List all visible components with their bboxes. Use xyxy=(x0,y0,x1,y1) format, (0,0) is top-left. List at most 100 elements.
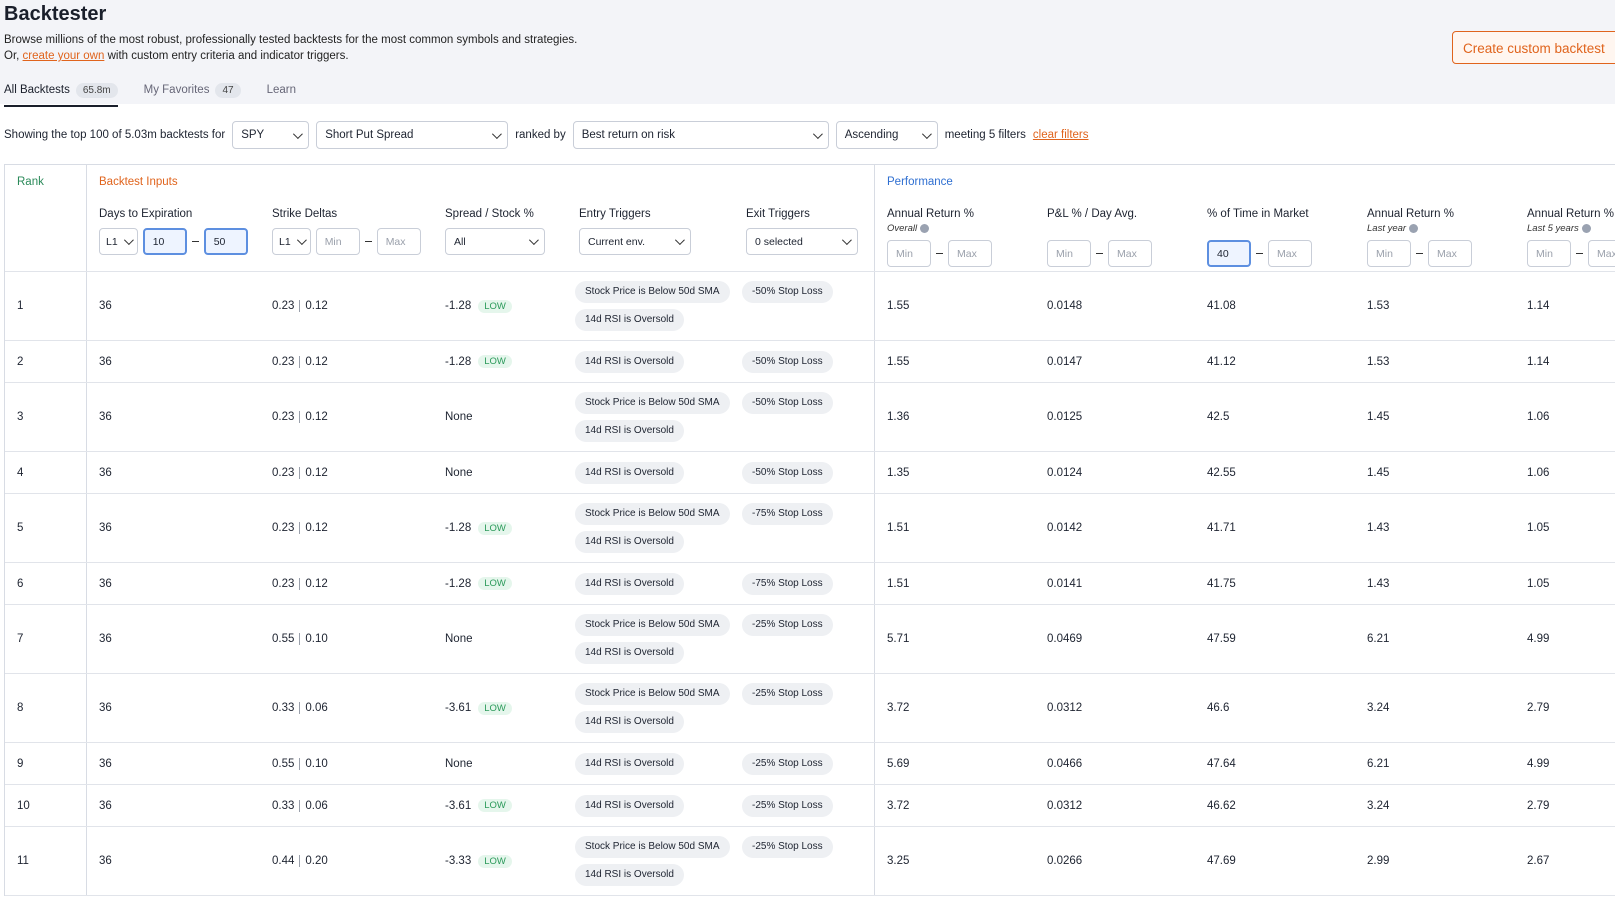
table-row[interactable]: 11 36 0.44 0.20 -3.33 LOW Stock Price is Below… xyxy=(5,827,1615,896)
table-row[interactable]: 8 36 0.33 0.06 -3.61 LOW Stock Price is Below … xyxy=(5,674,1615,743)
filter-input[interactable]: Min xyxy=(1527,240,1571,267)
filter-controls: L1 Min Max xyxy=(272,228,433,255)
performance-value: 0.0124 xyxy=(1047,466,1083,479)
performance-cell: 4.99 xyxy=(1515,743,1615,784)
filter-select[interactable]: L1 xyxy=(99,228,138,255)
filter-select[interactable]: All xyxy=(445,228,545,255)
performance-cell: 1.45 xyxy=(1355,383,1515,451)
filter-controls: 0 selected xyxy=(746,228,874,255)
exit-trigger: -50% Stop Loss xyxy=(742,392,833,414)
filter-input[interactable]: Min xyxy=(1367,240,1411,267)
tab-label: All Backtests xyxy=(4,84,70,96)
spread-cell: None xyxy=(433,452,567,493)
separator xyxy=(299,633,301,645)
table-row[interactable]: 5 36 0.23 0.12 -1.28 LOW Stock Price is Below … xyxy=(5,494,1615,563)
performance-value: 5.71 xyxy=(887,633,910,645)
spread-value: -3.61 xyxy=(445,799,472,812)
table-row[interactable]: 4 36 0.23 0.12 None 14d RSI is Oversold -50% S… xyxy=(5,452,1615,494)
deltas-cell: 0.23 0.12 xyxy=(260,272,433,340)
order-select[interactable]: Ascending xyxy=(835,121,938,149)
filter-input[interactable]: Max xyxy=(376,228,421,255)
performance-cell: 1.51 xyxy=(875,563,1035,604)
filter-select[interactable]: 0 selected xyxy=(746,228,858,255)
filter-input[interactable]: 40 xyxy=(1207,240,1251,267)
performance-value: 0.0141 xyxy=(1047,577,1083,590)
filter-input[interactable]: 10 xyxy=(142,228,187,255)
tab[interactable]: All Backtests 65.8m xyxy=(4,79,118,107)
ranking-select[interactable]: Best return on risk xyxy=(572,121,829,149)
filter-input[interactable]: Min xyxy=(887,240,931,267)
filter-input[interactable]: Max xyxy=(1108,240,1152,267)
create-button[interactable]: Create custom backtest xyxy=(1452,31,1615,64)
clear-filters[interactable]: clear filters xyxy=(1032,129,1089,141)
deltas: 0.44 0.20 xyxy=(272,855,433,867)
dte-cell: 36 xyxy=(87,743,260,784)
rank-cell: 3 xyxy=(5,383,87,451)
column-header: Strike Deltas L1 Min Max xyxy=(260,165,433,271)
spread-tag: LOW xyxy=(478,577,512,590)
delta: 0.10 xyxy=(305,757,328,770)
entry-cell: Stock Price is Below 50d SMA 14d RSI is O… xyxy=(567,383,734,451)
tab[interactable]: My Favorites 47 xyxy=(144,79,241,105)
filter-input[interactable]: Max xyxy=(1268,240,1312,267)
performance-cell: 1.51 xyxy=(875,494,1035,562)
symbol-select[interactable]: SPY xyxy=(232,121,310,149)
performance-value: 2.99 xyxy=(1367,855,1390,867)
filter-select[interactable]: L1 xyxy=(272,228,311,255)
tab[interactable]: Learn xyxy=(267,79,296,105)
deltas: 0.23 0.12 xyxy=(272,411,433,423)
header: Backtester Browse millions of the most r… xyxy=(0,0,1615,107)
performance-cell: 41.12 xyxy=(1195,341,1355,382)
performance-value: 1.14 xyxy=(1527,355,1550,368)
performance-cell: 41.71 xyxy=(1195,494,1355,562)
deltas: 0.33 0.06 xyxy=(272,799,433,812)
filter-input[interactable]: Min xyxy=(315,228,360,255)
select-value: SPY xyxy=(241,129,265,141)
filter-select[interactable]: Current env. xyxy=(579,228,691,255)
strategy-select[interactable]: Short Put Spread xyxy=(316,121,509,149)
entry-cell: 14d RSI is Oversold xyxy=(567,563,734,604)
table-row[interactable]: 7 36 0.55 0.10 None Stock Price is Below 50d … xyxy=(5,605,1615,674)
exit-cell: -25% Stop Loss xyxy=(734,743,875,784)
spacer xyxy=(1207,222,1355,234)
entry-cell: Stock Price is Below 50d SMA 14d RSI is O… xyxy=(567,827,734,895)
filter-input[interactable]: Max xyxy=(948,240,992,267)
performance-value: 0.0266 xyxy=(1047,855,1083,867)
table-row[interactable]: 3 36 0.23 0.12 None Stock Price is Below 50d … xyxy=(5,383,1615,452)
column-title: Spread / Stock % xyxy=(445,208,534,220)
performance-value: 1.45 xyxy=(1367,466,1390,479)
performance-value: 0.0125 xyxy=(1047,411,1083,423)
rank-cell: 7 xyxy=(5,605,87,673)
filter-input[interactable]: Min xyxy=(1047,240,1091,267)
table-row[interactable]: 2 36 0.23 0.12 -1.28 LOW 14d RSI is Oversold -5… xyxy=(5,341,1615,383)
create-link[interactable]: create your own xyxy=(22,50,105,62)
filter-input[interactable]: Max xyxy=(1588,240,1615,267)
select-value: Short Put Spread xyxy=(325,129,414,141)
column-header: Backtest Inputs Days to Expiration L1 10 50 xyxy=(87,165,260,271)
performance-cell: 1.14 xyxy=(1515,272,1615,340)
performance-cell: 0.0466 xyxy=(1035,743,1195,784)
entry-cell: Stock Price is Below 50d SMA 14d RSI is O… xyxy=(567,494,734,562)
days-to-expiration: 36 xyxy=(99,411,112,423)
table-row[interactable]: 9 36 0.55 0.10 None 14d RSI is Oversold -25% S… xyxy=(5,743,1615,785)
table-row[interactable]: 10 36 0.33 0.06 -3.61 LOW 14d RSI is Oversold -… xyxy=(5,785,1615,827)
rank-cell: 5 xyxy=(5,494,87,562)
separator xyxy=(299,355,301,368)
deltas-cell: 0.55 0.10 xyxy=(260,743,433,784)
spread-value: -1.28 xyxy=(445,577,472,590)
filter-input[interactable]: Max xyxy=(1428,240,1472,267)
deltas-cell: 0.55 0.10 xyxy=(260,605,433,673)
filter-input[interactable]: 50 xyxy=(203,228,248,255)
performance-cell: 42.5 xyxy=(1195,383,1355,451)
rank-cell: 4 xyxy=(5,452,87,493)
performance-value: 1.06 xyxy=(1527,466,1550,479)
rank-cell: 6 xyxy=(5,563,87,604)
delta: 0.06 xyxy=(305,799,328,812)
table-row[interactable]: 6 36 0.23 0.12 -1.28 LOW 14d RSI is Oversold -7… xyxy=(5,563,1615,605)
filter-controls: 40 Max xyxy=(1207,240,1355,267)
exit-cell: -25% Stop Loss xyxy=(734,785,875,826)
table-row[interactable]: 1 36 0.23 0.12 -1.28 LOW Stock Price is Below … xyxy=(5,272,1615,341)
dte-cell: 36 xyxy=(87,452,260,493)
performance-value: 2.79 xyxy=(1527,702,1550,714)
text: meeting 5 filters xyxy=(944,129,1026,141)
